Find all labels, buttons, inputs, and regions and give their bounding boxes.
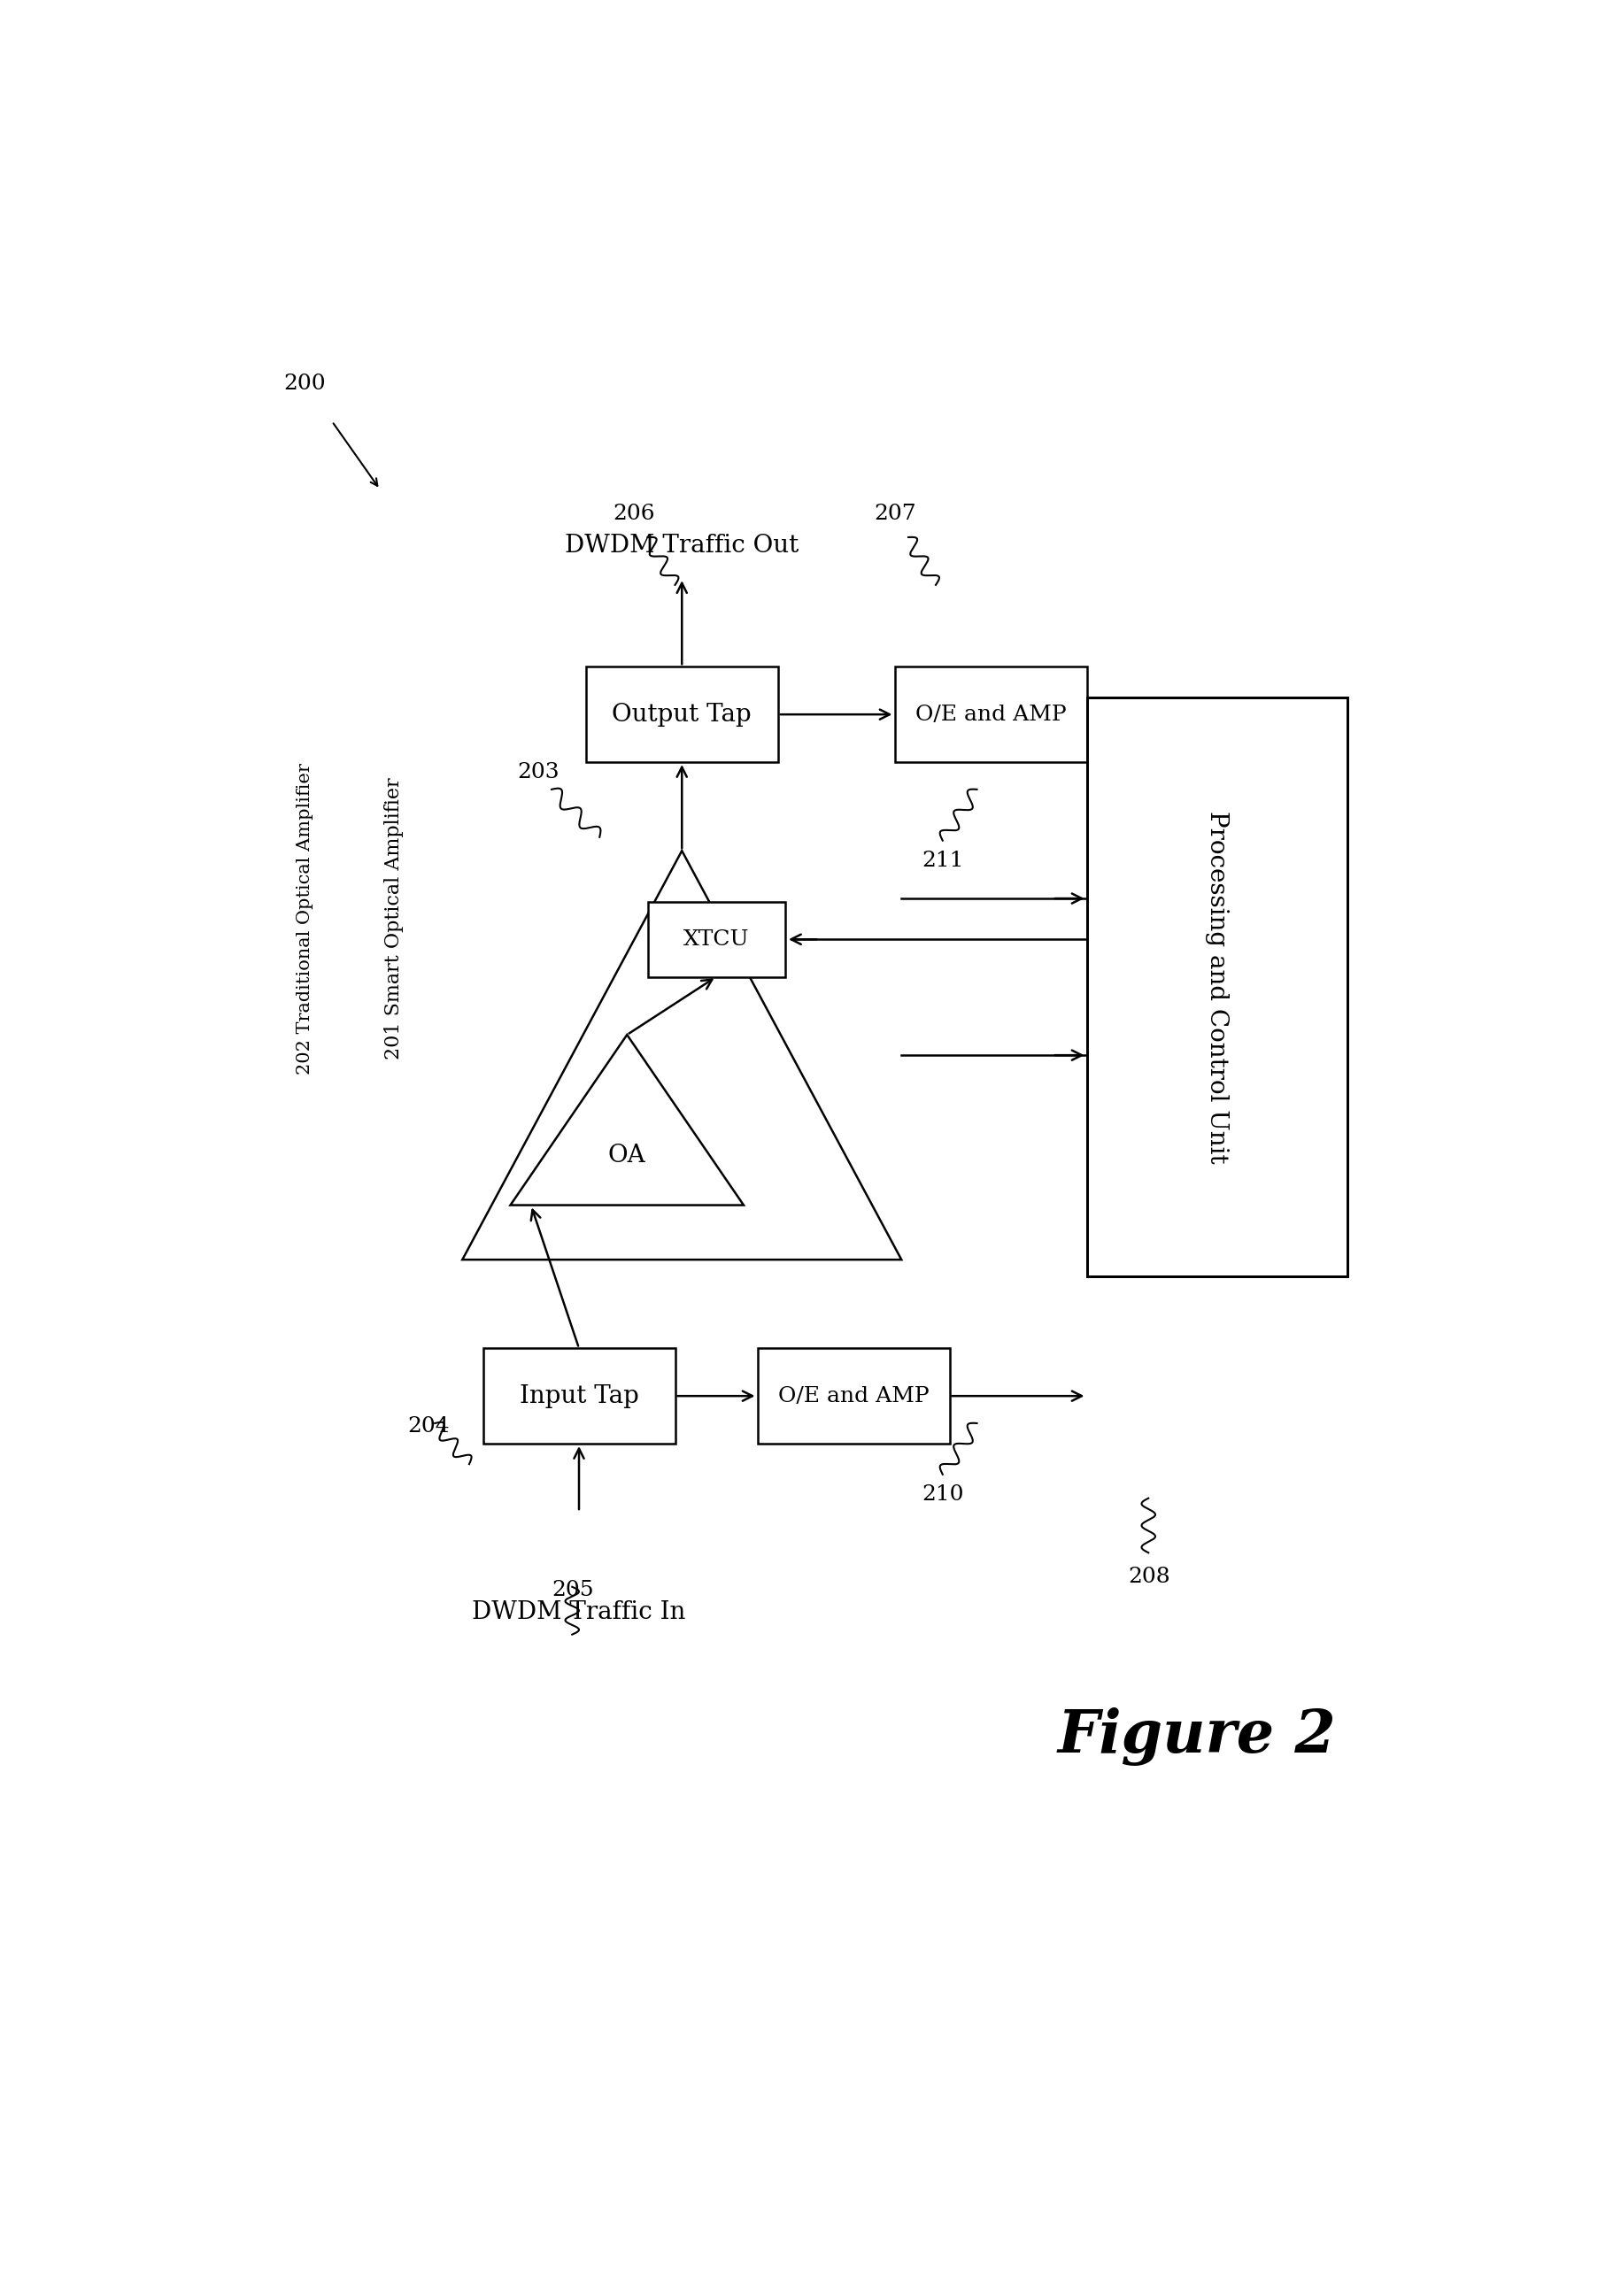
Text: Output Tap: Output Tap xyxy=(611,703,752,726)
Bar xyxy=(895,666,1087,762)
Text: O/E and AMP: O/E and AMP xyxy=(777,1387,929,1405)
Bar xyxy=(1087,698,1347,1277)
Bar xyxy=(758,1348,950,1444)
Text: 203: 203 xyxy=(518,762,560,783)
Text: 207: 207 xyxy=(874,503,916,523)
Text: Processing and Control Unit: Processing and Control Unit xyxy=(1205,810,1229,1164)
Bar xyxy=(586,666,777,762)
Text: 204: 204 xyxy=(408,1417,450,1437)
Text: 201 Smart Optical Amplifier: 201 Smart Optical Amplifier xyxy=(384,778,403,1061)
Text: XTCU: XTCU xyxy=(684,930,748,951)
Text: 210: 210 xyxy=(923,1486,965,1504)
Text: 208: 208 xyxy=(1127,1566,1169,1587)
Text: Figure 2: Figure 2 xyxy=(1057,1708,1336,1766)
Bar xyxy=(647,902,786,976)
Text: 202 Traditional Optical Amplifier: 202 Traditional Optical Amplifier xyxy=(297,762,313,1075)
Text: 206: 206 xyxy=(613,503,655,523)
Text: Input Tap: Input Tap xyxy=(519,1384,639,1407)
Text: 200: 200 xyxy=(284,374,326,395)
Text: DWDM Traffic Out: DWDM Traffic Out xyxy=(565,533,798,558)
Text: 211: 211 xyxy=(923,852,965,870)
Text: 205: 205 xyxy=(552,1580,594,1600)
Text: O/E and AMP: O/E and AMP xyxy=(915,705,1066,726)
Bar xyxy=(482,1348,674,1444)
Text: OA: OA xyxy=(608,1143,645,1166)
Text: DWDM Traffic In: DWDM Traffic In xyxy=(473,1600,686,1623)
